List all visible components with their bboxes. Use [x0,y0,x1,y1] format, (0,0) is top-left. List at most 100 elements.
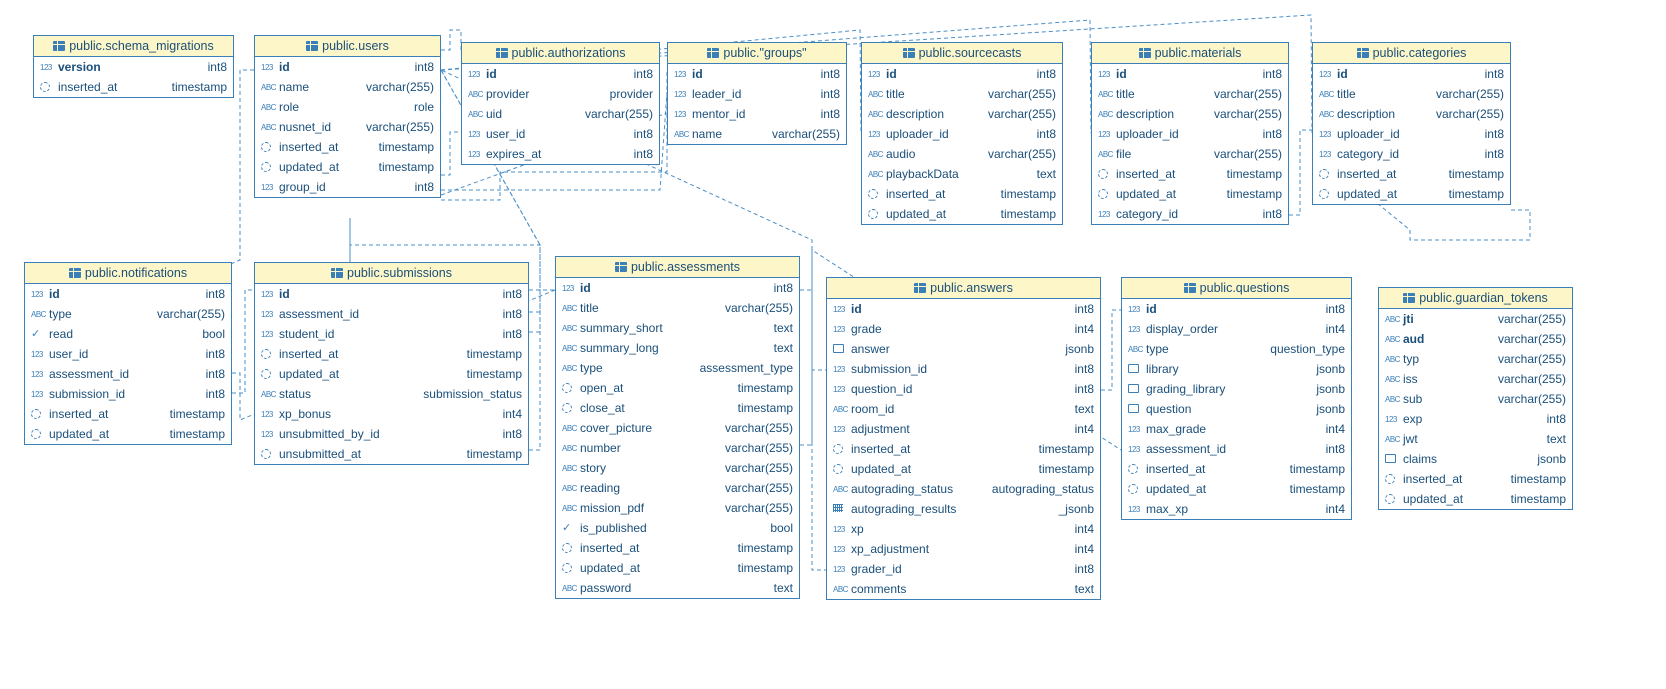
column-row[interactable]: is_publishedbool [556,518,799,538]
column-row[interactable]: typvarchar(255) [1379,349,1572,369]
column-row[interactable]: idint8 [668,64,846,84]
column-row[interactable]: idint8 [255,57,440,77]
column-row[interactable]: inserted_attimestamp [862,184,1062,204]
column-row[interactable]: audiovarchar(255) [862,144,1062,164]
table-guardian_tokens[interactable]: public.guardian_tokensjtivarchar(255)aud… [1378,287,1573,510]
column-row[interactable]: inserted_attimestamp [255,137,440,157]
column-row[interactable]: max_xpint4 [1122,499,1351,519]
column-row[interactable]: answerjsonb [827,339,1100,359]
table-header[interactable]: public.answers [827,278,1100,299]
table-notifications[interactable]: public.notificationsidint8typevarchar(25… [24,262,232,445]
column-row[interactable]: open_attimestamp [556,378,799,398]
table-header[interactable]: public.sourcecasts [862,43,1062,64]
column-row[interactable]: titlevarchar(255) [862,84,1062,104]
column-row[interactable]: leader_idint8 [668,84,846,104]
column-row[interactable]: audvarchar(255) [1379,329,1572,349]
column-row[interactable]: idint8 [556,278,799,298]
column-row[interactable]: autograding_statusautograding_status [827,479,1100,499]
column-row[interactable]: grading_libraryjsonb [1122,379,1351,399]
column-row[interactable]: updated_attimestamp [255,364,528,384]
column-row[interactable]: descriptionvarchar(255) [862,104,1062,124]
table-header[interactable]: public.schema_migrations [34,36,233,57]
column-row[interactable]: questionjsonb [1122,399,1351,419]
column-row[interactable]: xpint4 [827,519,1100,539]
column-row[interactable]: claimsjsonb [1379,449,1572,469]
table-header[interactable]: public.submissions [255,263,528,284]
column-row[interactable]: updated_attimestamp [827,459,1100,479]
column-row[interactable]: uploader_idint8 [1313,124,1510,144]
column-row[interactable]: updated_attimestamp [1379,489,1572,509]
table-schema_migrations[interactable]: public.schema_migrationsversionint8inser… [33,35,234,98]
column-row[interactable]: libraryjsonb [1122,359,1351,379]
table-header[interactable]: public.users [255,36,440,57]
column-row[interactable]: assessment_idint8 [25,364,231,384]
column-row[interactable]: group_idint8 [255,177,440,197]
column-row[interactable]: jwttext [1379,429,1572,449]
column-row[interactable]: idint8 [462,64,659,84]
column-row[interactable]: inserted_attimestamp [34,77,233,97]
column-row[interactable]: grader_idint8 [827,559,1100,579]
column-row[interactable]: descriptionvarchar(255) [1092,104,1288,124]
column-row[interactable]: typeassessment_type [556,358,799,378]
column-row[interactable]: idint8 [1313,64,1510,84]
column-row[interactable]: uploader_idint8 [1092,124,1288,144]
column-row[interactable]: inserted_attimestamp [255,344,528,364]
column-row[interactable]: expires_atint8 [462,144,659,164]
column-row[interactable]: idint8 [25,284,231,304]
column-row[interactable]: jtivarchar(255) [1379,309,1572,329]
column-row[interactable]: submission_idint8 [25,384,231,404]
table-header[interactable]: public.notifications [25,263,231,284]
table-header[interactable]: public."groups" [668,43,846,64]
column-row[interactable]: titlevarchar(255) [1313,84,1510,104]
column-row[interactable]: statussubmission_status [255,384,528,404]
column-row[interactable]: namevarchar(255) [255,77,440,97]
column-row[interactable]: versionint8 [34,57,233,77]
column-row[interactable]: question_idint8 [827,379,1100,399]
column-row[interactable]: submission_idint8 [827,359,1100,379]
column-row[interactable]: subvarchar(255) [1379,389,1572,409]
table-groups[interactable]: public."groups"idint8leader_idint8mentor… [667,42,847,145]
column-row[interactable]: xp_bonusint4 [255,404,528,424]
column-row[interactable]: inserted_attimestamp [1379,469,1572,489]
column-row[interactable]: typevarchar(255) [25,304,231,324]
table-authorizations[interactable]: public.authorizationsidint8providerprovi… [461,42,660,165]
column-row[interactable]: max_gradeint4 [1122,419,1351,439]
table-header[interactable]: public.materials [1092,43,1288,64]
column-row[interactable]: inserted_attimestamp [1092,164,1288,184]
column-row[interactable]: category_idint8 [1092,204,1288,224]
column-row[interactable]: room_idtext [827,399,1100,419]
column-row[interactable]: summary_shorttext [556,318,799,338]
column-row[interactable]: filevarchar(255) [1092,144,1288,164]
table-header[interactable]: public.questions [1122,278,1351,299]
column-row[interactable]: user_idint8 [25,344,231,364]
table-header[interactable]: public.authorizations [462,43,659,64]
column-row[interactable]: descriptionvarchar(255) [1313,104,1510,124]
column-row[interactable]: idint8 [827,299,1100,319]
table-header[interactable]: public.guardian_tokens [1379,288,1572,309]
column-row[interactable]: rolerole [255,97,440,117]
column-row[interactable]: readbool [25,324,231,344]
column-row[interactable]: providerprovider [462,84,659,104]
column-row[interactable]: namevarchar(255) [668,124,846,144]
column-row[interactable]: expint8 [1379,409,1572,429]
column-row[interactable]: passwordtext [556,578,799,598]
column-row[interactable]: inserted_attimestamp [1313,164,1510,184]
column-row[interactable]: cover_picturevarchar(255) [556,418,799,438]
column-row[interactable]: inserted_attimestamp [827,439,1100,459]
column-row[interactable]: titlevarchar(255) [1092,84,1288,104]
column-row[interactable]: idint8 [255,284,528,304]
column-row[interactable]: updated_attimestamp [1313,184,1510,204]
column-row[interactable]: assessment_idint8 [255,304,528,324]
column-row[interactable]: storyvarchar(255) [556,458,799,478]
column-row[interactable]: updated_attimestamp [1122,479,1351,499]
table-materials[interactable]: public.materialsidint8titlevarchar(255)d… [1091,42,1289,225]
column-row[interactable]: xp_adjustmentint4 [827,539,1100,559]
column-row[interactable]: mission_pdfvarchar(255) [556,498,799,518]
column-row[interactable]: idint8 [862,64,1062,84]
column-row[interactable]: playbackDatatext [862,164,1062,184]
table-header[interactable]: public.categories [1313,43,1510,64]
column-row[interactable]: idint8 [1092,64,1288,84]
column-row[interactable]: titlevarchar(255) [556,298,799,318]
column-row[interactable]: assessment_idint8 [1122,439,1351,459]
column-row[interactable]: gradeint4 [827,319,1100,339]
